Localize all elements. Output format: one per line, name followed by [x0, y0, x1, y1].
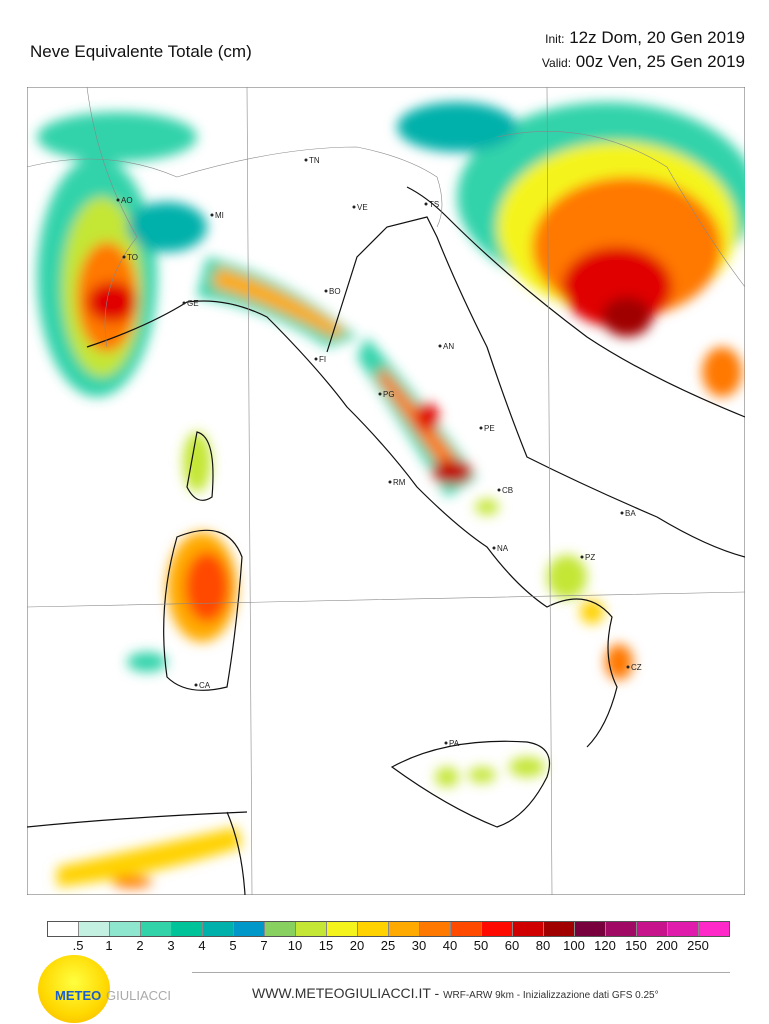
city-labels: TN AO MI VE TS TO BO GE AN FI PG PE RM CB BA NA PZ CZ PA CA	[116, 156, 642, 748]
footer-credits: WWW.METEOGIULIACCI.IT - WRF-ARW 9km - In…	[252, 985, 659, 1001]
colorbar-label: 80	[535, 938, 551, 953]
city-marker	[388, 480, 392, 484]
colorbar-label: 60	[504, 938, 520, 953]
logo-text-meteo: METEO	[55, 988, 102, 1003]
colorbar-label: .5	[72, 938, 84, 953]
colorbar-label: 10	[287, 938, 303, 953]
colorbar-labels: .5 1 2 3 4 5 7 10 15 20 25 30 40 50 60 80 100 120 150 200 25…	[47, 938, 727, 956]
city-marker	[352, 205, 356, 209]
map-title: Neve Equivalente Totale (cm)	[30, 42, 252, 61]
city-marker	[438, 344, 442, 348]
city-marker	[479, 426, 483, 430]
colorbar-swatch	[389, 922, 420, 936]
colorbar-swatch	[575, 922, 606, 936]
colorbar-swatch	[141, 922, 172, 936]
colorbar-swatch	[48, 922, 79, 936]
colorbar-label: 7	[260, 938, 268, 953]
colorbar-swatch	[637, 922, 668, 936]
colorbar-label: 100	[563, 938, 585, 953]
city-marker	[314, 357, 318, 361]
city-marker	[324, 289, 328, 293]
colorbar-label: 200	[656, 938, 678, 953]
city-marker	[182, 301, 186, 305]
city-label: TN	[309, 156, 320, 165]
city-marker	[497, 488, 501, 492]
city-label: NA	[497, 544, 509, 553]
city-marker	[444, 741, 448, 745]
city-marker	[194, 683, 198, 687]
city-label: MI	[215, 211, 224, 220]
colorbar-swatch	[451, 922, 482, 936]
colorbar-swatch	[358, 922, 389, 936]
city-label: PA	[449, 739, 460, 748]
city-label: PE	[484, 424, 495, 433]
colorbar-swatch	[420, 922, 451, 936]
city-label: TS	[429, 200, 439, 209]
city-label: CA	[199, 681, 211, 690]
city-marker	[304, 158, 308, 162]
logo-text-giuliacci: GIULIACCI	[106, 988, 172, 1003]
colorbar-swatch	[296, 922, 327, 936]
city-marker	[378, 392, 382, 396]
city-label: FI	[319, 355, 326, 364]
colorbar-swatch	[110, 922, 141, 936]
colorbar-label: 20	[349, 938, 365, 953]
colorbar-swatch	[482, 922, 513, 936]
city-marker	[122, 255, 126, 259]
city-marker	[626, 665, 630, 669]
colorbar-label: 120	[594, 938, 616, 953]
city-marker	[620, 511, 624, 515]
colorbar-swatch	[513, 922, 544, 936]
city-label: TO	[127, 253, 138, 262]
city-label: PZ	[585, 553, 595, 562]
colorbar-label: 250	[687, 938, 709, 953]
colorbar-label: 1	[105, 938, 113, 953]
init-time: Init: 12z Dom, 20 Gen 2019	[545, 28, 745, 47]
colorbar-label: 4	[198, 938, 206, 953]
city-label: CB	[502, 486, 513, 495]
city-marker	[492, 546, 496, 550]
colorbar-swatch	[668, 922, 699, 936]
borders	[27, 87, 745, 895]
footer-divider	[192, 972, 730, 973]
meteogiuliacci-logo	[38, 955, 110, 1023]
colorbar-swatch	[699, 922, 729, 936]
colorbar-swatch	[606, 922, 637, 936]
colorbar-label: 150	[625, 938, 647, 953]
city-label: RM	[393, 478, 406, 487]
city-label: BA	[625, 509, 636, 518]
colorbar-label: 3	[167, 938, 175, 953]
colorbar-swatch	[234, 922, 265, 936]
city-label: AN	[443, 342, 454, 351]
city-label: VE	[357, 203, 368, 212]
city-label: BO	[329, 287, 341, 296]
colorbar-swatch	[172, 922, 203, 936]
city-marker	[116, 198, 120, 202]
city-label: GE	[187, 299, 199, 308]
colorbar-swatch	[544, 922, 575, 936]
colorbar-swatch	[327, 922, 358, 936]
city-marker	[424, 202, 428, 206]
colorbar-label: 25	[380, 938, 396, 953]
colorbar-label: 2	[136, 938, 144, 953]
colorbar-swatch	[203, 922, 234, 936]
colorbar-label: 40	[442, 938, 458, 953]
colorbar-swatch	[79, 922, 110, 936]
colorbar	[47, 921, 730, 937]
colorbar-label: 5	[229, 938, 237, 953]
city-marker	[580, 555, 584, 559]
city-label: PG	[383, 390, 395, 399]
valid-time: Valid: 00z Ven, 25 Gen 2019	[541, 52, 745, 71]
city-label: CZ	[631, 663, 642, 672]
colorbar-label: 50	[473, 938, 489, 953]
colorbar-swatch	[265, 922, 296, 936]
colorbar-label: 15	[318, 938, 334, 953]
snow-map: TN AO MI VE TS TO BO GE AN FI PG PE RM CB BA NA PZ CZ PA CA	[27, 87, 745, 895]
coastlines	[27, 186, 745, 895]
city-label: AO	[121, 196, 133, 205]
colorbar-label: 30	[411, 938, 427, 953]
city-marker	[210, 213, 214, 217]
